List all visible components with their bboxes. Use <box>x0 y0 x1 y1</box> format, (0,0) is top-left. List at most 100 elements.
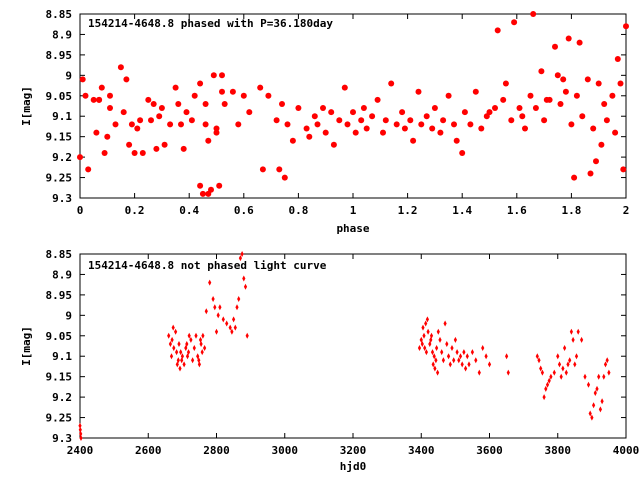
data-point <box>462 349 466 356</box>
y-tick-label: 8.85 <box>46 248 73 261</box>
data-point <box>388 80 395 87</box>
data-point <box>178 121 184 128</box>
data-point <box>436 369 440 376</box>
data-point <box>452 357 456 364</box>
data-point <box>289 137 296 144</box>
data-point <box>191 357 195 364</box>
data-point <box>477 369 481 376</box>
data-point <box>187 332 191 339</box>
data-point <box>559 373 563 380</box>
data-point <box>161 141 168 148</box>
x-tick-label: 0 <box>77 204 84 217</box>
data-point <box>148 117 154 124</box>
data-point <box>552 369 556 376</box>
data-point <box>235 304 239 311</box>
data-point <box>199 190 206 197</box>
data-point <box>603 361 608 368</box>
data-point <box>175 101 182 107</box>
data-point <box>598 141 605 148</box>
data-point <box>481 345 485 351</box>
x-tick-label: 0.6 <box>234 204 254 217</box>
data-point <box>276 166 283 173</box>
data-point <box>597 373 601 380</box>
data-point <box>478 125 485 132</box>
data-point <box>450 345 454 351</box>
x-tick-label: 3000 <box>272 444 299 457</box>
data-point <box>265 92 272 99</box>
data-point <box>573 361 577 368</box>
data-point <box>126 141 133 148</box>
data-point <box>240 251 244 257</box>
data-point <box>607 369 611 376</box>
data-point <box>527 92 534 99</box>
data-point <box>494 27 501 34</box>
data-point <box>201 332 205 339</box>
data-point <box>225 320 229 327</box>
data-point <box>221 101 228 107</box>
data-point <box>120 109 127 116</box>
data-point <box>112 121 119 128</box>
data-point <box>107 92 113 99</box>
data-point <box>167 121 174 128</box>
data-point <box>505 353 509 360</box>
data-point <box>168 341 172 347</box>
data-point <box>544 385 548 392</box>
data-point <box>438 336 442 343</box>
data-point <box>407 117 414 124</box>
data-point <box>243 283 248 290</box>
data-point <box>605 357 609 364</box>
data-point <box>96 96 103 103</box>
data-point <box>177 341 181 347</box>
data-point <box>584 76 591 83</box>
y-tick-label: 8.95 <box>46 289 73 302</box>
x-tick-label: 3800 <box>545 444 572 457</box>
data-point <box>426 328 430 335</box>
data-point <box>393 121 400 128</box>
data-point <box>537 357 541 364</box>
data-point <box>593 158 599 165</box>
chart-panel-2: 2400 2600 2800 3000 3200 3400 3600 3800 4000 8.85… <box>20 248 639 473</box>
data-point <box>197 80 204 87</box>
data-point <box>440 117 447 124</box>
data-point <box>433 365 437 372</box>
y-tick-label: 9.25 <box>46 412 73 425</box>
data-point <box>420 341 424 347</box>
data-point <box>107 105 113 111</box>
data-point <box>188 117 195 124</box>
data-point <box>565 35 572 42</box>
data-point <box>186 349 191 356</box>
data-point <box>486 109 493 116</box>
data-point <box>171 324 175 331</box>
data-point <box>240 92 247 99</box>
data-point <box>216 312 220 319</box>
data-point <box>172 345 176 351</box>
data-point <box>139 150 146 156</box>
data-point <box>421 324 425 331</box>
data-point <box>556 353 560 360</box>
data-point <box>145 96 152 103</box>
data-point <box>214 328 219 335</box>
data-point <box>208 279 212 286</box>
data-point <box>539 365 543 372</box>
y-tick-label: 8.9 <box>52 28 72 41</box>
data-point <box>445 341 449 347</box>
data-point <box>229 88 236 95</box>
data-point <box>213 129 220 136</box>
data-point <box>172 84 179 91</box>
data-point <box>492 105 498 111</box>
data-point <box>197 182 204 189</box>
y-tick-label: 9.05 <box>46 330 73 343</box>
data-point <box>221 316 225 323</box>
data-point <box>458 353 463 360</box>
data-point <box>399 109 406 116</box>
x-tick-label: 3600 <box>476 444 503 457</box>
data-point <box>561 365 565 372</box>
data-point <box>104 133 111 140</box>
data-point <box>98 84 105 91</box>
data-point <box>216 182 223 189</box>
y-tick-label: 9.15 <box>46 131 73 144</box>
data-point <box>79 76 86 83</box>
data-point <box>101 150 108 156</box>
y-axis-label: I[mag] <box>20 326 33 366</box>
data-point <box>192 345 196 351</box>
